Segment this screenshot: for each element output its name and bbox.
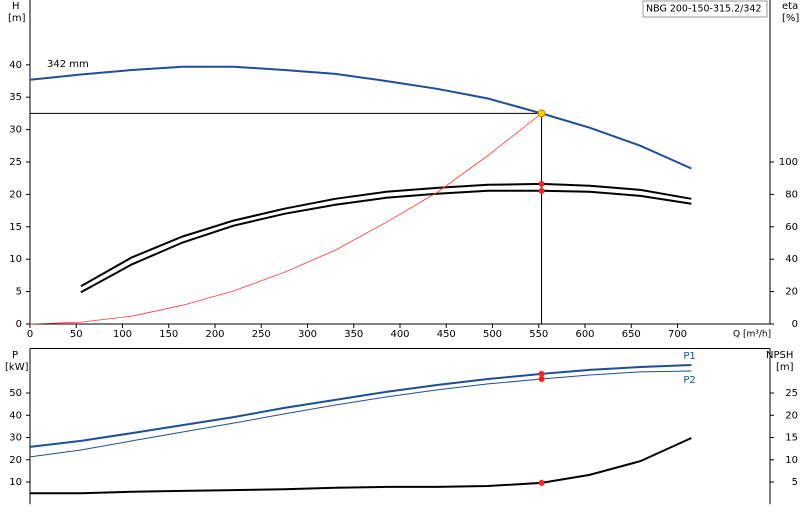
x-tick-label: 500: [483, 329, 502, 340]
y-tick-label: 20: [9, 455, 22, 466]
y2-axis-unit: [m]: [776, 362, 794, 373]
x-tick-label: 200: [205, 329, 224, 340]
title-box: [642, 0, 768, 18]
operating-marker: [538, 180, 545, 187]
x-tick-label: 650: [622, 329, 641, 340]
y-tick-label: 30: [9, 125, 22, 136]
x-tick-label: 100: [113, 329, 132, 340]
y2-tick-label: 0: [792, 319, 798, 330]
series-line: [80, 182, 692, 288]
y-axis-label: P: [12, 350, 18, 361]
y-tick-label: 0: [16, 319, 22, 330]
y-axis-unit: [m]: [8, 13, 26, 24]
x-tick-label: 400: [390, 329, 409, 340]
x-tick-label: 0: [27, 329, 33, 340]
y-tick-label: 30: [9, 433, 22, 444]
y-axis-unit: [kW]: [5, 362, 29, 373]
y-tick-label: 5: [16, 287, 22, 298]
annotation: 342 mm: [47, 59, 89, 70]
x-tick-label: 350: [344, 329, 363, 340]
operating-marker: [538, 479, 545, 486]
y2-tick-label: 60: [785, 222, 798, 233]
y2-tick-label: 25: [785, 388, 798, 399]
x-tick-label: 600: [575, 329, 594, 340]
series-label: P2: [683, 375, 695, 386]
operating-marker: [538, 187, 545, 194]
y-axis-label: H: [12, 1, 20, 12]
y2-tick-label: 20: [785, 287, 798, 298]
series-label: P1: [683, 351, 695, 362]
y-tick-label: 10: [9, 254, 22, 265]
y-tick-label: 15: [9, 222, 22, 233]
series-line: [80, 189, 692, 294]
y-tick-label: 25: [9, 157, 22, 168]
x-tick-label: 550: [529, 329, 548, 340]
y-tick-label: 20: [9, 189, 22, 200]
y-tick-label: 10: [9, 477, 22, 488]
x-tick-label: 300: [298, 329, 317, 340]
y2-axis-unit: [%]: [782, 13, 799, 24]
x-tick-label: 450: [437, 329, 456, 340]
x-axis-label: Q [m³/h]: [733, 330, 771, 340]
x-tick-label: 50: [70, 329, 83, 340]
operating-point: [537, 109, 546, 118]
series-line: [29, 65, 692, 170]
y2-tick-label: 40: [785, 254, 798, 265]
y2-tick-label: 100: [779, 157, 798, 168]
y-tick-label: 50: [9, 388, 22, 399]
x-tick-label: 250: [252, 329, 271, 340]
y2-tick-label: 20: [785, 410, 798, 421]
series-line: [29, 113, 542, 325]
series-line: [29, 364, 692, 448]
series-line: [29, 370, 692, 458]
x-tick-label: 150: [159, 329, 178, 340]
y2-axis-label: NPSH: [766, 350, 793, 361]
y2-axis-label: eta: [782, 1, 798, 12]
x-tick-label: 700: [668, 329, 687, 340]
y-tick-label: 35: [9, 92, 22, 103]
series-line: [30, 437, 692, 495]
y2-tick-label: 5: [792, 477, 798, 488]
operating-marker: [538, 375, 545, 382]
chart-title: NBG 200-150-315.2/342: [646, 4, 762, 15]
y2-tick-label: 10: [785, 455, 798, 466]
y-tick-label: 40: [9, 60, 22, 71]
y2-tick-label: 80: [785, 189, 798, 200]
y-tick-label: 40: [9, 410, 22, 421]
operating-marker: [538, 370, 545, 377]
y2-tick-label: 15: [785, 433, 798, 444]
